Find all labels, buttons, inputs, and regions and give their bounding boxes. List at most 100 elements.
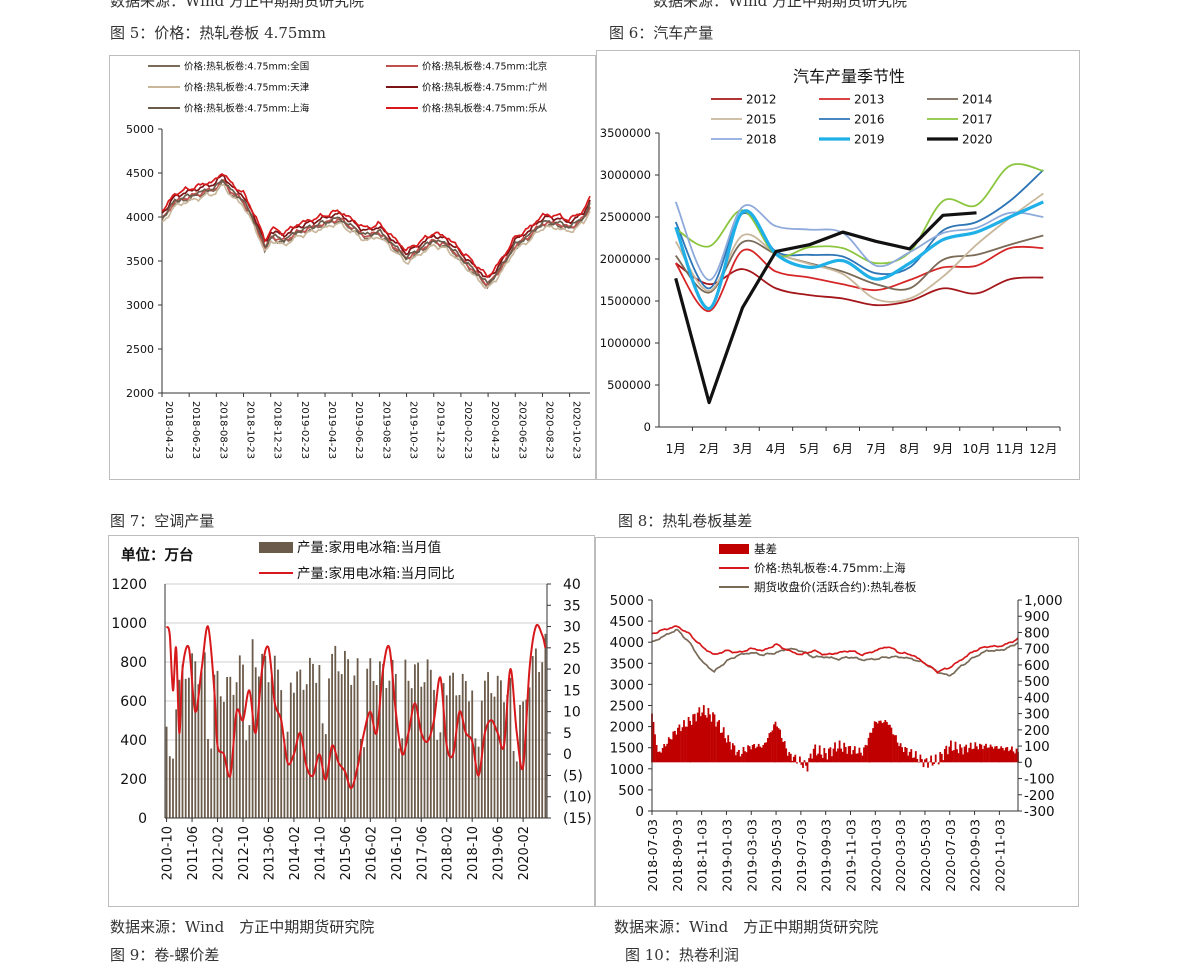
fig5-series-line — [162, 180, 590, 283]
fig7-right-tick-label: 30 — [563, 620, 581, 636]
fig7-left-tick-label: 200 — [120, 772, 147, 788]
fig7-bar — [513, 751, 515, 818]
fig7-bar — [538, 672, 540, 818]
fig8-left-tick-label: 2500 — [610, 699, 644, 715]
fig5-x-tick-label: 2019-08-23 — [380, 401, 391, 459]
fig8-legend-label-spot: 价格:热轧板卷:4.75mm:上海 — [754, 561, 906, 575]
fig6-y-tick-label: 3000000 — [600, 168, 651, 182]
fig6-legend-label: 2015 — [746, 113, 777, 127]
fig7-bar — [414, 664, 416, 818]
fig7-bar — [369, 658, 371, 818]
fig8-x-tick-label: 2020-11-03 — [992, 819, 1007, 892]
fig8-x-tick-label: 2019-03-03 — [744, 819, 759, 892]
fig7-bar — [188, 678, 190, 818]
fig8-basis-bar — [659, 752, 661, 763]
fig8-left-tick-label: 3000 — [610, 677, 644, 693]
fig6-x-tick-label: 8月 — [899, 441, 919, 456]
fig6-y-tick-label: 2000000 — [600, 252, 651, 266]
fig8-basis-bar — [903, 752, 905, 762]
fig5-x-tick-label: 2018-06-23 — [190, 401, 201, 459]
fig7-right-tick-label: 0 — [563, 747, 572, 763]
fig5-x-tick-label: 2020-08-23 — [543, 401, 554, 459]
fig8-legend-label-bar: 基差 — [754, 542, 777, 556]
fig7-left-tick-label: 600 — [120, 694, 147, 710]
fig8-basis-bar — [727, 735, 729, 762]
fig8-x-tick-label: 2020-01-03 — [868, 819, 883, 892]
fig8-basis-bar — [921, 759, 923, 762]
fig7-bar — [271, 677, 273, 818]
fig8-left-tick-label: 3500 — [610, 656, 644, 672]
fig8-right-tick-label: 0 — [1024, 755, 1033, 771]
fig7-bar — [344, 651, 346, 818]
fig8-right-tick-label: 300 — [1024, 707, 1050, 723]
fig8-left-tick-label: 5000 — [610, 593, 644, 609]
fig7-bar — [436, 740, 438, 818]
fig5-y-tick-label: 2000 — [126, 387, 154, 400]
fig8-right-tick-label: -100 — [1024, 772, 1055, 788]
fig7-bar — [175, 709, 177, 818]
fig7-bar — [532, 656, 534, 818]
fig6-legend-label: 2020 — [962, 133, 993, 147]
fig8-x-tick-label: 2019-05-03 — [769, 819, 784, 892]
bottom-source-left: 数据来源：Wind 方正中期期货研究院 — [110, 916, 374, 937]
fig7-bar — [494, 697, 496, 818]
top-source-right: 数据来源：Wind 方正中期期货研究院 — [653, 0, 907, 11]
fig8-left-tick-label: 500 — [618, 783, 644, 799]
fig7-bar — [462, 674, 464, 818]
fig7-left-tick-label: 0 — [138, 811, 147, 827]
fig7-right-tick-label: 35 — [563, 598, 581, 614]
fig8-basis-bar — [709, 714, 711, 762]
fig5-legend-label: 价格:热轧板卷:4.75mm:北京 — [422, 61, 547, 73]
fig7-x-tick-label: 2012-10 — [237, 826, 252, 880]
fig7-bar — [166, 727, 168, 818]
fig8-basis-bar — [654, 734, 656, 762]
fig8-basis-bar — [796, 762, 798, 763]
fig7-bar — [398, 748, 400, 818]
fig8-basis-bar — [697, 713, 699, 763]
fig7-bar — [440, 732, 442, 818]
fig5-x-tick-label: 2019-02-23 — [299, 401, 310, 459]
fig7-bar — [424, 682, 426, 818]
fig8-basis-bar — [825, 753, 827, 762]
top-source-left: 数据来源：Wind 方正中期期货研究院 — [110, 0, 364, 11]
fig8-basis-bar — [891, 728, 893, 763]
fig8-basis-bar — [801, 762, 803, 765]
fig8-x-tick-label: 2020-07-03 — [943, 819, 958, 892]
fig7-bar — [376, 685, 378, 818]
fig5-x-tick-label: 2020-10-23 — [571, 401, 582, 459]
fig6-x-tick-label: 12月 — [1029, 441, 1057, 456]
fig8-left-tick-label: 4500 — [610, 614, 644, 630]
fig8-x-tick-label: 2019-01-03 — [719, 819, 734, 892]
fig8-x-tick-label: 2020-09-03 — [968, 819, 983, 892]
next-caption-right: 图 10：热卷利润 — [625, 944, 739, 965]
fig8-x-tick-label: 2019-09-03 — [819, 819, 834, 892]
fig7-bar — [277, 670, 279, 818]
fig8-left-tick-label: 1000 — [610, 762, 644, 778]
fig7-legend-label-line: 产量:家用电冰箱:当月同比 — [297, 565, 455, 582]
fig8-right-tick-label: 100 — [1024, 739, 1050, 755]
fig8-basis-bar — [927, 762, 929, 767]
fig8-x-tick-label: 2020-03-03 — [893, 819, 908, 892]
fig8-basis-bar — [744, 751, 746, 762]
fig7-bar — [385, 688, 387, 818]
fig7-x-tick-label: 2010-10 — [161, 826, 176, 880]
fig5-y-tick-label: 3500 — [126, 255, 154, 268]
fig7-bar — [382, 664, 384, 818]
fig7-bar — [484, 681, 486, 818]
fig7-bar — [363, 747, 365, 818]
fig7-x-tick-label: 2018-02 — [441, 826, 456, 880]
fig8-x-tick-label: 2018-09-03 — [670, 819, 685, 892]
fig6-y-tick-label: 1500000 — [600, 294, 651, 308]
fig7-legend-label-bar: 产量:家用电冰箱:当月值 — [297, 539, 441, 556]
fig6-legend-label: 2012 — [746, 93, 777, 107]
fig7-right-tick-label: 5 — [563, 726, 572, 742]
fig7-x-tick-label: 2014-10 — [313, 826, 328, 880]
fig7-bar — [169, 756, 171, 818]
fig7-bar — [280, 690, 282, 818]
fig8-basis-bar — [884, 720, 886, 762]
fig7-bar — [366, 669, 368, 818]
fig7-x-tick-label: 2019-06 — [492, 826, 507, 880]
fig8-basis-bar — [762, 745, 764, 762]
fig5-x-tick-label: 2020-02-23 — [462, 401, 473, 459]
fig7-x-tick-label: 2014-02 — [288, 826, 303, 880]
